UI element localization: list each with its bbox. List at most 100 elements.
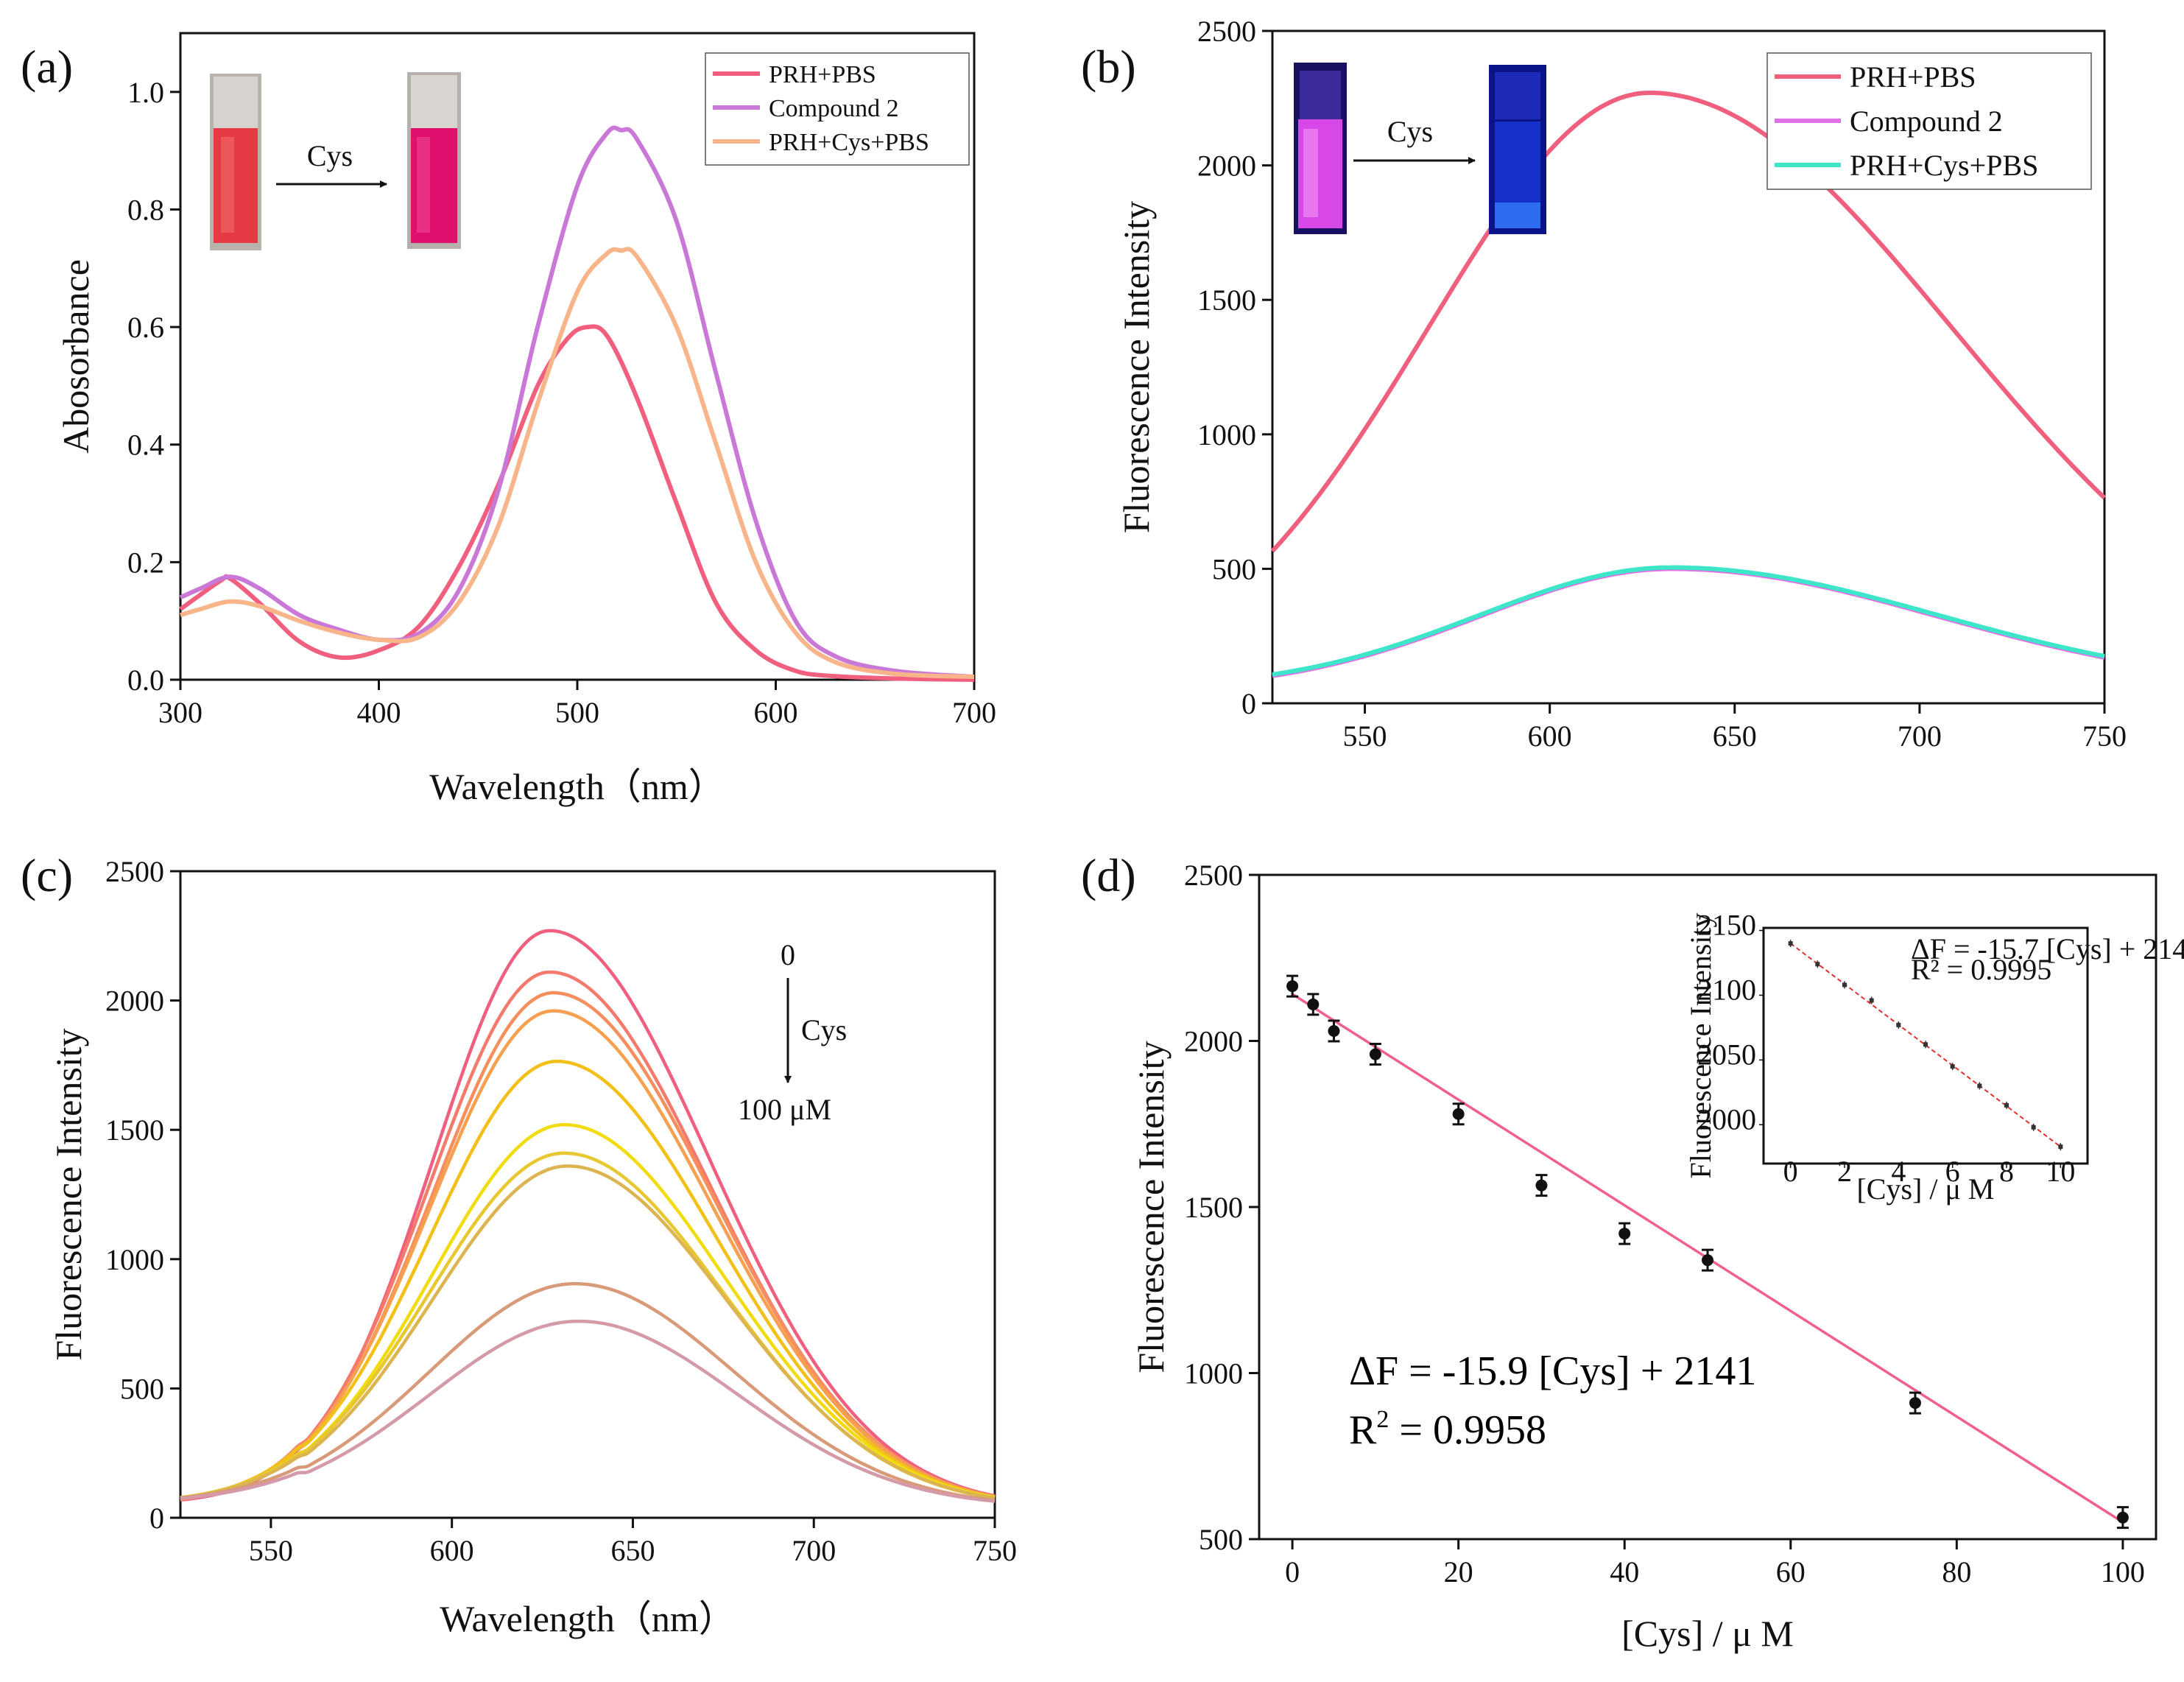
panel-a-inset-cys-label: Cys (307, 139, 353, 172)
y-tick-label: 2000 (1184, 1025, 1243, 1058)
panel-d-r2-label: R (1349, 1407, 1377, 1453)
inset-x-tick-label: 4 (1891, 1155, 1906, 1188)
data-point (1702, 1254, 1713, 1267)
x-tick-label: 750 (2082, 719, 2127, 753)
panel-a-cuvette-inset: Cys (210, 72, 461, 250)
y-axis-title: Fluorescence Intensity (48, 1028, 89, 1360)
series-line (180, 247, 975, 679)
panel-d-inset-frame (1762, 926, 2089, 1165)
panel-b-axes: 550 600 650 700 750 0 500 1000 1500 2000 2500 Fluor… (1116, 15, 2127, 753)
panel-c: (c) 550 600 650 700 750 0 500 1000 1500 2000 2500 W… (21, 849, 1017, 1639)
legend-label: Compound 2 (769, 95, 899, 122)
panel-a-series (179, 125, 975, 682)
panel-a-label: (a) (21, 41, 73, 93)
y-tick-label: 0.0 (127, 664, 164, 697)
panel-b-legend: PRH+PBS Compound 2 PRH+Cys+PBS (1766, 52, 2092, 190)
uv-cuvette-after-icon (1489, 65, 1546, 234)
series-line (180, 1164, 996, 1500)
y-tick-label: 2000 (105, 985, 164, 1018)
series-line (180, 1009, 996, 1501)
x-tick-label: 650 (610, 1534, 655, 1567)
inset-data-point (2004, 1102, 2009, 1108)
inset-y-tick-label: 2150 (1697, 909, 1756, 942)
inset-data-point (1815, 962, 1820, 967)
panel-c-series (180, 929, 996, 1503)
panel-d: (d) 0 20 40 60 80 1005001000150020002500[Cys]… (1081, 849, 2184, 1654)
data-point (1535, 1179, 1548, 1192)
inset-x-tick-label: 2 (1837, 1155, 1852, 1188)
x-tick-label: 600 (1528, 719, 1572, 753)
x-tick-label: 300 (158, 696, 202, 729)
y-tick-label: 1000 (1197, 418, 1256, 451)
inset-data-point (1896, 1022, 1901, 1027)
y-tick-label: 500 (1199, 1523, 1243, 1556)
inset-y-tick-label: 2000 (1697, 1102, 1756, 1136)
panel-d-r2-value: = 0.9958 (1389, 1407, 1546, 1453)
panel-a-axes: 300 400 500 600 700 0.0 0.2 0.4 0.6 0.8 1.0 Wavelen… (55, 76, 996, 807)
data-point (1328, 1024, 1340, 1037)
x-tick-label: 100 (2101, 1555, 2145, 1588)
legend-label: PRH+PBS (769, 61, 876, 88)
x-tick-label: 700 (792, 1534, 836, 1567)
series-line (180, 929, 996, 1502)
panel-b: (b) 550 600 650 700 750 0 500 1000 1500 2000 2500 F… (1081, 15, 2127, 753)
inset-y-tick-label: 2100 (1697, 973, 1756, 1006)
x-tick-label: 20 (1444, 1555, 1473, 1588)
series-line (180, 970, 996, 1501)
series-line (179, 324, 975, 682)
inset-x-tick-label: 8 (1999, 1155, 2014, 1188)
y-tick-label: 1500 (105, 1113, 164, 1147)
data-point (1369, 1048, 1381, 1060)
y-tick-label: 2500 (1197, 15, 1256, 48)
y-tick-label: 0.4 (127, 429, 164, 462)
y-tick-label: 500 (1212, 552, 1256, 585)
legend-label: PRH+Cys+PBS (769, 129, 929, 156)
inset-x-tick-label: 6 (1945, 1155, 1960, 1188)
series-line (179, 125, 975, 679)
panel-c-plot-frame (179, 870, 996, 1519)
y-tick-label: 1000 (1184, 1357, 1243, 1390)
panel-c-annotation-start: 0 (781, 938, 795, 971)
panel-b-plot-frame (1271, 29, 2106, 705)
data-point (1618, 1228, 1631, 1240)
y-tick-label: 0.8 (127, 193, 164, 226)
inset-fit-line (1790, 943, 2061, 1147)
inset-data-point (1950, 1064, 1955, 1069)
panel-c-label: (c) (21, 849, 73, 901)
x-axis-title: Wavelength（nm） (429, 766, 725, 807)
panel-d-inset-content: 0 2 4 6 8 10 2000 2050 2100 2150 [Cys] / μ M Fluore… (1684, 909, 2075, 1206)
y-axis-title: Fluorescence Intensity (1116, 201, 1157, 533)
y-tick-label: 0.6 (127, 311, 164, 344)
y-tick-label: 2500 (1184, 859, 1243, 892)
inset-x-axis-title: [Cys] / μ M (1856, 1172, 1994, 1206)
series-line (1270, 90, 2107, 553)
data-point (2116, 1511, 2129, 1524)
y-tick-label: 1500 (1197, 284, 1256, 317)
inset-data-point (2031, 1125, 2036, 1130)
x-tick-label: 80 (1942, 1555, 1971, 1588)
inset-data-point (2058, 1144, 2063, 1150)
x-tick-label: 600 (754, 696, 798, 729)
inset-data-point (1788, 941, 1793, 946)
x-tick-label: 550 (1343, 719, 1387, 753)
x-tick-label: 40 (1610, 1555, 1639, 1588)
panel-a-legend: PRH+PBS Compound 2 PRH+Cys+PBS (705, 52, 970, 166)
panel-d-inset-equation: ΔF = -15.7 [Cys] + 2140 (1911, 932, 2184, 965)
panel-d-equation: ΔF = -15.9 [Cys] + 2141 (1349, 1348, 1756, 1394)
inset-y-tick-label: 2050 (1697, 1038, 1756, 1071)
series-line (180, 1281, 996, 1502)
data-point (1286, 980, 1299, 993)
y-tick-label: 0.2 (127, 546, 164, 579)
x-tick-label: 600 (430, 1534, 474, 1567)
x-axis-title: [Cys] / μ M (1621, 1613, 1794, 1654)
legend-label: Compound 2 (1850, 105, 2003, 138)
panel-d-points (1286, 974, 2129, 1530)
x-tick-label: 60 (1776, 1555, 1806, 1588)
inset-x-tick-label: 10 (2046, 1155, 2075, 1188)
cuvette-after-icon (407, 72, 461, 249)
y-tick-label: 1000 (105, 1243, 164, 1276)
x-tick-label: 0 (1285, 1555, 1300, 1588)
panel-d-label: (d) (1081, 849, 1136, 901)
panel-d-r2: R2 = 0.9958 (1349, 1406, 1546, 1453)
